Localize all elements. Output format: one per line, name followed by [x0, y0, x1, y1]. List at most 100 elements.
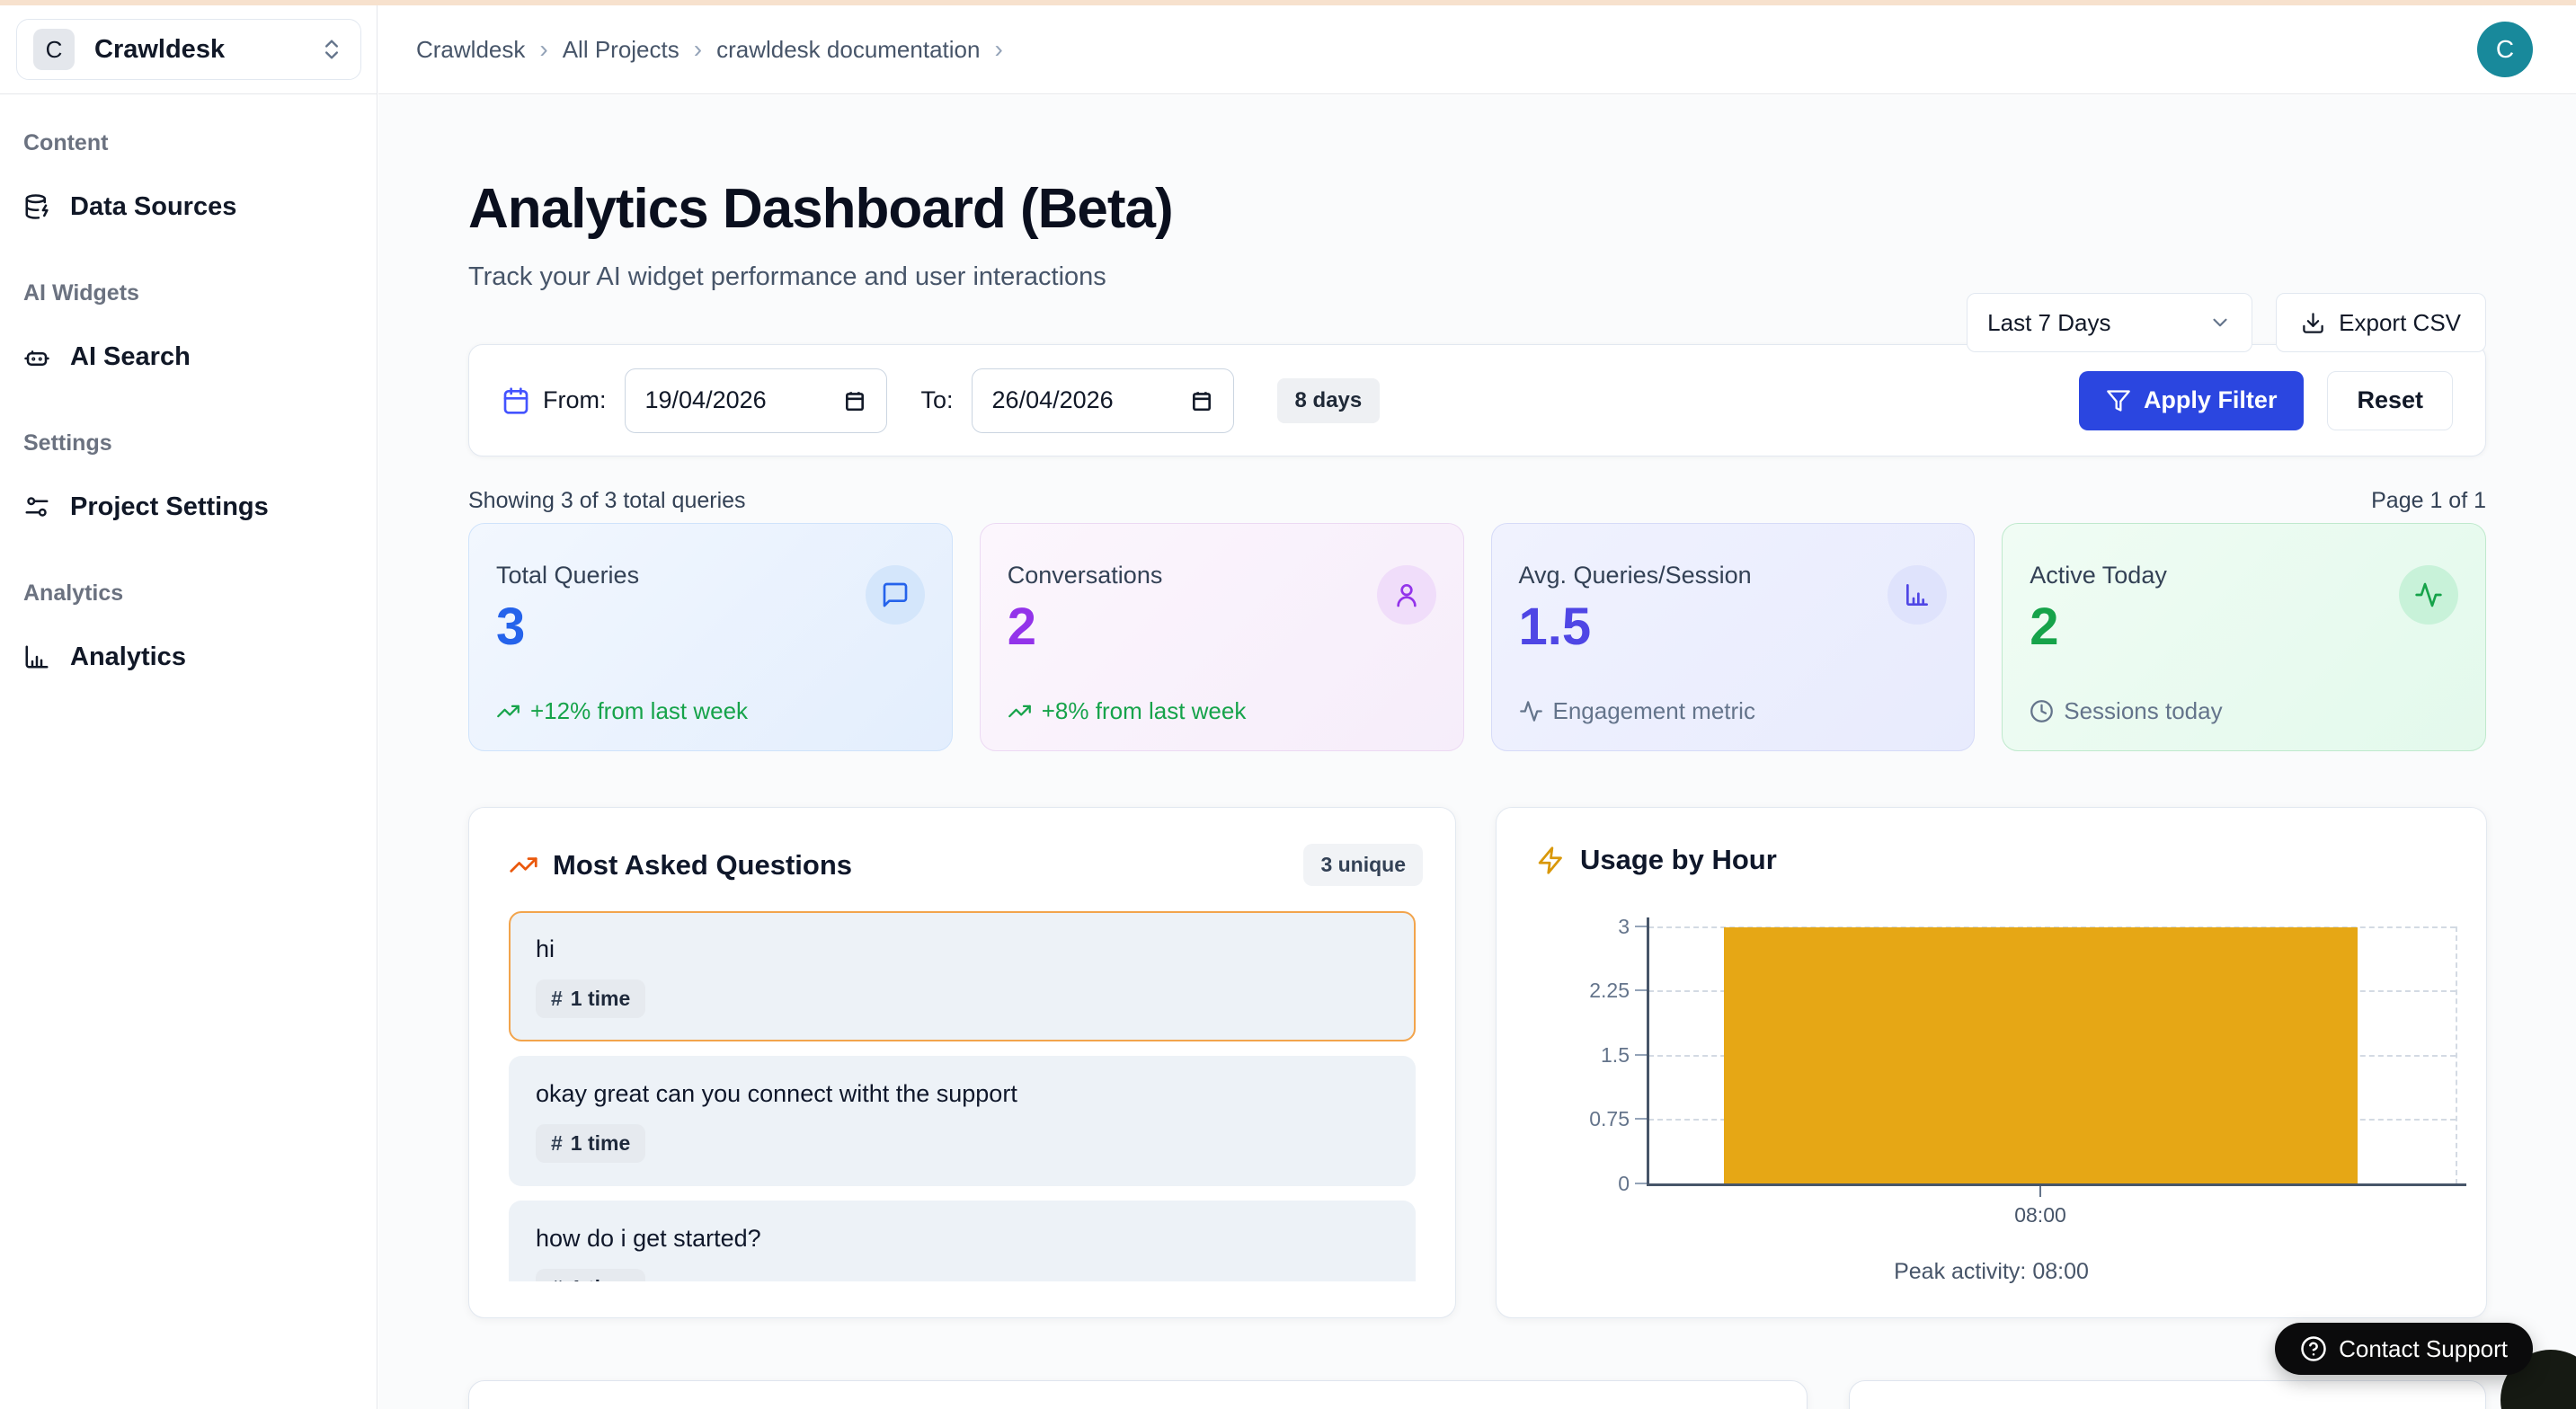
question-count-badge: # 1 time — [536, 1124, 646, 1163]
funnel-icon — [2106, 388, 2131, 413]
stat-value: 1.5 — [1518, 598, 1592, 656]
calendar-picker-icon[interactable] — [1190, 389, 1213, 412]
question-count-text: 1 time — [570, 1131, 631, 1155]
question-item[interactable]: hi # 1 time — [509, 911, 1416, 1041]
reset-button[interactable]: Reset — [2327, 370, 2453, 430]
stat-change: +12% from last week — [496, 697, 748, 725]
apply-filter-label: Apply Filter — [2143, 386, 2278, 413]
unique-count-badge: 3 unique — [1303, 844, 1423, 886]
to-label: To: — [920, 386, 954, 413]
sidebar-section-ai-widgets: AI Widgets — [23, 280, 139, 306]
hash-icon: # — [551, 1131, 563, 1155]
usage-bar-chart[interactable]: 3 2.25 1.5 0.75 0 08:00 Peak activity: 0… — [1497, 808, 2486, 1317]
questions-header: Most Asked Questions 3 unique — [469, 808, 1455, 886]
stat-card-total-queries: Total Queries 3 +12% from last week — [468, 523, 953, 751]
stat-label: Avg. Queries/Session — [1518, 562, 1752, 589]
sidebar-item-project-settings[interactable]: Project Settings — [14, 478, 362, 536]
to-date-value: 26/04/2026 — [991, 386, 1114, 413]
top-header: Crawldesk › All Projects › crawldesk doc… — [378, 5, 2576, 94]
y-tick-label: 0 — [1618, 1172, 1630, 1195]
stat-change: +8% from last week — [1008, 697, 1246, 725]
plot-right-border — [2456, 926, 2457, 1184]
sidebar-item-ai-search[interactable]: AI Search — [14, 328, 362, 385]
question-count-badge: # 1 time — [536, 979, 646, 1018]
y-tick — [1635, 926, 1647, 927]
stat-value: 2 — [2030, 598, 2059, 656]
stat-note: Engagement metric — [1519, 697, 1755, 725]
message-square-icon — [865, 565, 925, 625]
y-tick-label: 3 — [1618, 915, 1630, 938]
y-tick-label: 0.75 — [1589, 1107, 1630, 1130]
questions-title: Most Asked Questions — [553, 848, 853, 881]
breadcrumb-all-projects[interactable]: All Projects — [562, 35, 680, 63]
page-subtitle: Track your AI widget performance and use… — [468, 262, 1106, 291]
sidebar: C Crawldesk Content Data Sources AI Widg… — [0, 5, 378, 1409]
user-avatar[interactable]: C — [2477, 22, 2533, 77]
to-date-input[interactable]: 26/04/2026 — [971, 368, 1234, 433]
breadcrumb-workspace[interactable]: Crawldesk — [416, 35, 526, 63]
stat-note: Sessions today — [2030, 697, 2223, 725]
main-content: Analytics Dashboard (Beta) Track your AI… — [378, 95, 2576, 1409]
x-axis — [1647, 1183, 2466, 1186]
y-tick-label: 2.25 — [1589, 979, 1630, 1002]
date-range-select[interactable]: Last 7 Days — [1967, 293, 2253, 352]
header-controls: Last 7 Days Export CSV — [1967, 293, 2486, 352]
apply-filter-button[interactable]: Apply Filter — [2078, 370, 2305, 430]
database-zap-icon — [23, 193, 50, 220]
question-text: hi — [536, 935, 555, 962]
peak-activity-text: Peak activity: 08:00 — [1894, 1259, 2089, 1284]
chevron-right-icon: › — [539, 35, 548, 63]
questions-list: hi # 1 time okay great can you connect w… — [509, 911, 1416, 1281]
stat-value: 2 — [1007, 598, 1037, 656]
most-asked-questions-card: Most Asked Questions 3 unique hi # 1 tim… — [468, 807, 1456, 1318]
summary-row: Showing 3 of 3 total queries Page 1 of 1 — [468, 488, 2486, 514]
sidebar-item-data-sources[interactable]: Data Sources — [14, 178, 362, 235]
export-csv-button[interactable]: Export CSV — [2276, 293, 2486, 352]
usage-bar-0800[interactable] — [1724, 927, 2358, 1184]
next-row-partial — [468, 1380, 2486, 1409]
bar-chart-icon — [1888, 565, 1948, 625]
stat-card-conversations: Conversations 2 +8% from last week — [979, 523, 1464, 751]
breadcrumb-project[interactable]: crawldesk documentation — [716, 35, 981, 63]
hash-icon: # — [551, 987, 563, 1010]
hash-icon: # — [551, 1276, 563, 1281]
from-label: From: — [543, 386, 607, 413]
question-count-text: 1 time — [570, 987, 631, 1010]
stat-label: Active Today — [2030, 562, 2167, 589]
workspace-logo: C — [33, 29, 75, 70]
contact-support-label: Contact Support — [2339, 1334, 2508, 1362]
x-tick-label: 08:00 — [2014, 1203, 2066, 1227]
sidebar-item-label: Data Sources — [70, 191, 237, 221]
question-text: how do i get started? — [536, 1225, 761, 1252]
bot-icon — [23, 343, 50, 370]
pagination-text: Page 1 of 1 — [2371, 488, 2486, 513]
y-axis — [1647, 917, 1649, 1185]
from-date-input[interactable]: 19/04/2026 — [624, 368, 887, 433]
question-item[interactable]: how do i get started? # 1 time — [509, 1201, 1416, 1281]
workspace-selector[interactable]: C Crawldesk — [16, 19, 361, 80]
usage-title: Usage by Hour — [1580, 844, 1777, 875]
sidebar-item-analytics[interactable]: Analytics — [14, 628, 362, 686]
calendar-picker-icon[interactable] — [843, 389, 866, 412]
question-count-text: 1 time — [571, 1276, 630, 1281]
contact-support-button[interactable]: Contact Support — [2275, 1323, 2533, 1375]
date-range-value: Last 7 Days — [1987, 308, 2111, 336]
sidebar-item-label: Analytics — [70, 642, 186, 671]
stat-change-text: +12% from last week — [530, 697, 749, 724]
bar-chart-icon — [23, 643, 50, 670]
panels-row: Most Asked Questions 3 unique hi # 1 tim… — [468, 807, 2487, 1318]
chevron-right-icon: › — [994, 35, 1003, 63]
question-item[interactable]: okay great can you connect witht the sup… — [509, 1056, 1416, 1186]
clock-icon — [2030, 699, 2054, 723]
page-title: Analytics Dashboard (Beta) — [468, 178, 1174, 240]
stat-card-active-today: Active Today 2 Sessions today — [2002, 523, 2486, 751]
from-date-value: 19/04/2026 — [644, 386, 767, 413]
zap-icon — [1536, 846, 1566, 875]
chevron-right-icon: › — [693, 35, 703, 63]
question-count-badge: # 1 time — [536, 1269, 646, 1281]
download-icon — [2301, 311, 2325, 335]
days-count-badge: 8 days — [1276, 377, 1381, 423]
x-tick — [2039, 1186, 2041, 1197]
y-tick — [1635, 1118, 1647, 1120]
sidebar-item-label: Project Settings — [70, 492, 269, 521]
